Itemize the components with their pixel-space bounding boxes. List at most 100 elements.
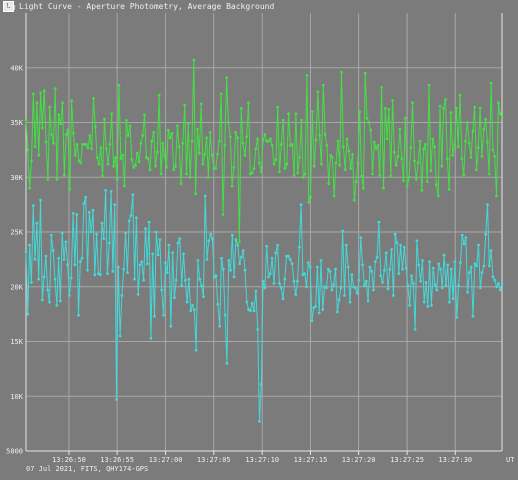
data-point-series-2 [330, 288, 334, 292]
data-point-series-2 [306, 261, 310, 265]
data-point-series-2 [433, 283, 437, 286]
data-point-series-2 [325, 286, 328, 290]
data-point-series-1 [128, 124, 132, 128]
data-point-series-2 [53, 277, 57, 281]
light-curve-app-icon[interactable]: L [3, 1, 14, 12]
data-point-series-2 [24, 250, 28, 254]
data-point-series-1 [174, 164, 177, 168]
data-point-series-2 [319, 259, 323, 262]
series-line-2 [25, 190, 503, 422]
data-point-series-2 [138, 263, 142, 267]
data-point-series-1 [331, 156, 334, 159]
data-point-series-2 [493, 278, 497, 282]
data-point-series-1 [279, 143, 283, 146]
data-point-series-2 [373, 260, 377, 263]
data-point-series-1 [86, 146, 90, 150]
data-point-series-1 [484, 117, 487, 121]
data-point-series-2 [174, 278, 178, 282]
data-point-series-2 [370, 270, 374, 273]
data-point-series-1 [177, 145, 181, 149]
data-point-series-2 [209, 232, 213, 236]
data-point-series-2 [388, 267, 392, 271]
data-point-series-1 [245, 135, 249, 139]
data-point-series-1 [230, 184, 234, 188]
data-point-series-1 [316, 90, 320, 94]
data-point-series-2 [57, 256, 60, 260]
data-point-series-1 [400, 157, 404, 161]
data-point-series-1 [130, 158, 134, 162]
data-point-series-1 [110, 112, 114, 116]
data-point-series-1 [425, 180, 429, 184]
grid [26, 13, 502, 452]
data-point-series-1 [210, 153, 214, 157]
data-point-series-1 [97, 162, 101, 166]
data-point-series-2 [431, 266, 435, 270]
data-point-series-2 [397, 272, 401, 275]
data-point-series-2 [381, 281, 384, 284]
data-point-series-1 [39, 91, 42, 95]
data-point-series-1 [172, 168, 176, 172]
data-point-series-2 [366, 299, 370, 303]
x-tick-label: 13:27:10 [245, 456, 279, 464]
data-point-series-1 [402, 179, 405, 182]
data-point-series-2 [196, 259, 200, 262]
data-point-series-2 [127, 219, 131, 223]
data-point-series-1 [68, 187, 72, 191]
data-point-series-1 [59, 122, 63, 125]
data-point-series-1 [405, 184, 409, 188]
data-point-series-2 [66, 263, 69, 267]
data-point-series-2 [357, 278, 361, 282]
data-point-series-2 [86, 268, 89, 272]
data-point-series-1 [62, 173, 66, 177]
data-point-series-1 [341, 145, 345, 149]
data-point-series-1 [349, 167, 352, 170]
data-point-series-1 [376, 144, 380, 147]
data-point-series-2 [462, 242, 466, 246]
data-point-series-1 [298, 156, 301, 159]
data-point-series-2 [444, 284, 448, 288]
data-point-series-1 [440, 164, 444, 168]
x-tick-label: 13:26:55 [100, 456, 134, 464]
data-point-series-2 [194, 348, 198, 352]
data-point-series-2 [471, 314, 475, 318]
data-point-series-2 [268, 272, 272, 275]
data-point-series-2 [39, 198, 42, 202]
data-point-series-2 [278, 282, 281, 285]
data-point-series-1 [90, 147, 94, 151]
axes [25, 13, 503, 455]
data-point-series-1 [464, 139, 467, 143]
data-point-series-1 [436, 194, 440, 198]
data-point-series-2 [91, 208, 95, 212]
data-point-series-1 [294, 112, 298, 116]
data-point-series-1 [61, 101, 64, 105]
data-point-series-2 [192, 308, 196, 312]
data-point-series-2 [145, 262, 149, 266]
data-point-series-1 [495, 194, 498, 198]
data-point-series-2 [401, 267, 404, 271]
data-point-series-2 [238, 262, 242, 266]
data-point-series-2 [254, 289, 258, 293]
data-point-series-1 [35, 101, 39, 105]
data-point-series-2 [495, 285, 498, 289]
data-point-series-1 [104, 147, 108, 151]
data-point-series-1 [385, 137, 389, 141]
data-point-series-1 [312, 164, 316, 168]
data-point-series-1 [239, 106, 243, 110]
data-point-series-2 [372, 288, 375, 292]
data-point-series-2 [430, 304, 433, 307]
data-point-series-1 [179, 182, 183, 186]
data-point-series-1 [431, 137, 435, 141]
data-point-series-1 [176, 124, 179, 128]
data-point-series-2 [379, 274, 383, 278]
data-point-series-1 [37, 153, 41, 157]
data-point-series-2 [335, 310, 339, 314]
data-point-series-1 [416, 161, 420, 165]
data-point-series-2 [75, 213, 79, 216]
data-point-series-1 [41, 126, 44, 130]
data-point-series-2 [205, 258, 209, 261]
data-point-series-1 [352, 198, 356, 202]
series-layer [24, 58, 504, 423]
data-point-series-2 [78, 260, 82, 263]
data-point-series-2 [234, 238, 238, 242]
data-point-series-1 [256, 137, 259, 141]
